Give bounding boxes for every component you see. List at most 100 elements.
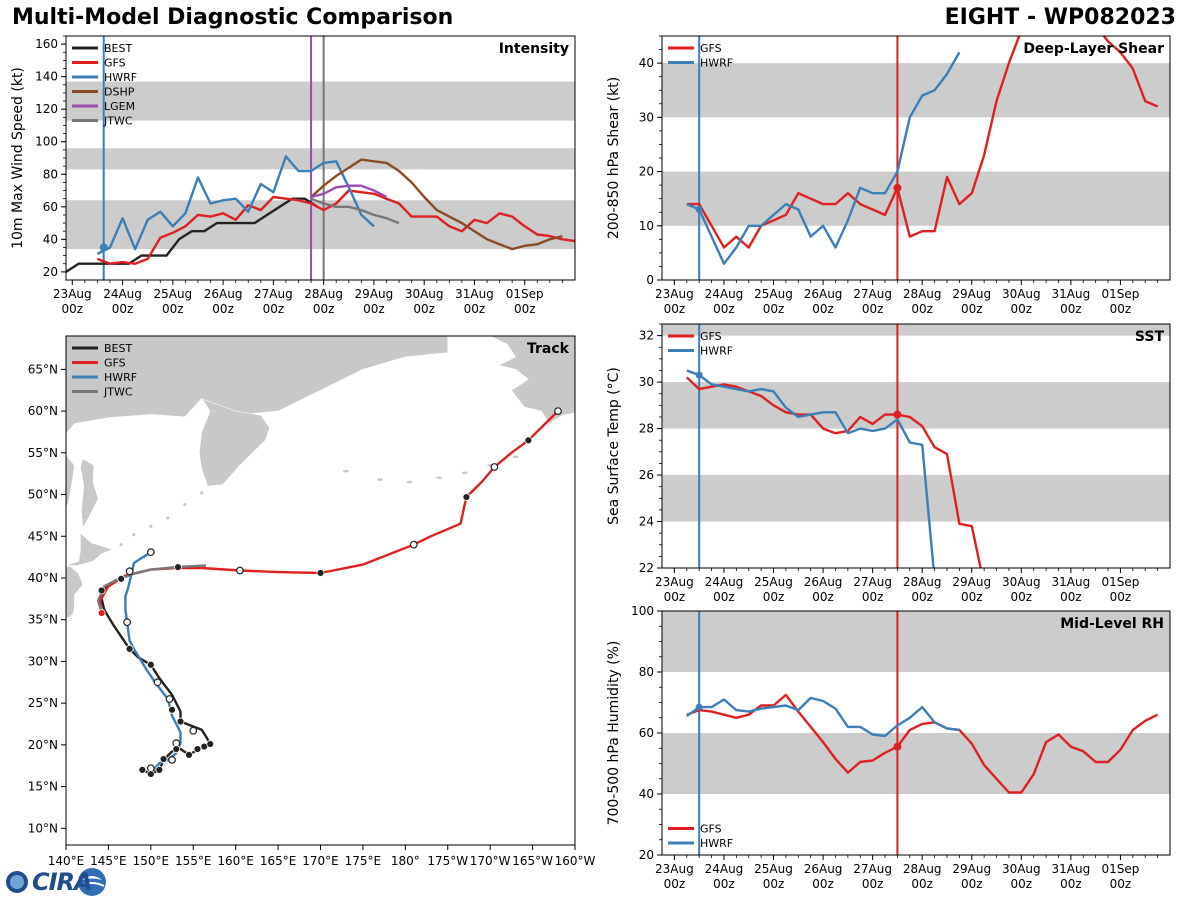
land-hokkaido [66,532,114,566]
x-tick-label: 00z [1060,877,1082,891]
open-marker-hwrf [189,726,198,735]
x-tick-label: 00z [713,590,735,604]
kuril-island [132,532,136,537]
aleutian-island [461,471,468,475]
y-axis-label: 700-500 hPa Humidity (%) [606,641,622,826]
panel-title: Mid-Level RH [1060,616,1164,632]
x-tick-label: 165°E [260,854,297,868]
x-tick-label: 28Aug [903,287,942,301]
x-tick-label: 31Aug [1052,862,1091,876]
filled-marker-best [185,750,193,759]
panel-title: Deep-Layer Shear [1023,41,1164,57]
y-tick-label: 32 [639,329,654,343]
shaded-band [662,475,1170,522]
x-tick-label: 24Aug [705,862,744,876]
series-gfs [96,189,575,265]
y-axis-label: 200-850 hPa Shear (kt) [606,77,622,239]
x-tick-label: 170°W [470,854,511,868]
y-tick-label: 30°N [28,654,58,668]
x-tick-label: 00z [363,302,385,316]
filled-marker-best [176,717,185,726]
shaded-band [662,324,1170,336]
filled-marker-best [206,740,215,748]
series-jtwc [310,197,400,225]
legend-label: BEST [104,342,132,355]
hwrf-init-marker [695,371,703,379]
x-tick-label: 00z [61,302,83,316]
x-tick-label: 00z [664,590,686,604]
hwrf-init-marker [695,206,703,214]
x-tick-label: 165°W [512,854,553,868]
sst-frame [661,323,1171,569]
y-tick-label: 10°N [28,821,58,835]
x-tick-label: 01Sep [1101,575,1139,589]
y-tick-label: 55°N [28,446,58,460]
aleutian-island [406,480,413,484]
x-tick-label: 00z [1011,877,1033,891]
open-marker-gfs [236,566,244,575]
shaded-band [662,171,1170,226]
kuril-island [149,524,153,528]
x-tick-label: 30Aug [1002,862,1041,876]
y-tick-label: 65°N [28,362,58,376]
x-tick-label: 24Aug [103,287,142,301]
x-tick-label: 30Aug [1002,575,1041,589]
y-tick-label: 20 [639,848,654,862]
x-tick-label: 23Aug [53,287,92,301]
open-marker-gfs [490,463,499,471]
x-tick-label: 00z [1110,302,1132,316]
y-tick-label: 100 [35,135,58,149]
kuril-island [166,516,170,520]
series-hwrf [686,369,935,568]
x-tick-label: 27Aug [853,862,892,876]
filled-marker-best [168,705,176,714]
y-tick-label: 35°N [28,613,58,627]
x-tick-label: 31Aug [455,287,494,301]
legend-label: HWRF [700,345,733,358]
y-axis-label: Sea Surface Temp (°C) [606,367,622,525]
x-tick-label: 00z [263,302,285,316]
y-tick-label: 26 [639,468,654,482]
filled-marker-best [172,745,181,753]
x-tick-label: 00z [1011,590,1033,604]
x-tick-label: 00z [713,877,735,891]
legend-label: GFS [104,57,126,70]
x-tick-label: 150°E [133,854,170,868]
x-tick-label: 155°E [175,854,212,868]
series-gfs [686,36,1159,249]
filled-marker-best [125,645,134,653]
open-marker-hwrf [125,567,134,576]
series-dshp [310,158,563,251]
y-tick-label: 0 [646,273,654,287]
y-tick-label: 15°N [28,780,58,794]
y-tick-label: 20 [43,265,58,279]
aleutian-island [512,455,519,459]
current-marker [893,742,902,751]
x-tick-label: 00z [812,302,834,316]
x-tick-label: 00z [413,302,435,316]
page-title: Multi-Model Diagnostic Comparison [12,5,454,30]
x-tick-label: 00z [1110,590,1132,604]
y-tick-label: 60 [43,200,58,214]
logo-text: CIRA [32,868,93,896]
cira-logo: CIRA [4,866,108,898]
x-tick-label: 00z [763,302,785,316]
intensity-chart: 2040608010012014016023Aug00z24Aug00z25Au… [10,35,576,316]
x-tick-label: 28Aug [903,575,942,589]
shaded-band [66,81,575,121]
x-tick-label: 00z [313,302,335,316]
y-tick-label: 20°N [28,738,58,752]
x-tick-label: 24Aug [705,575,744,589]
hwrf-init-marker [695,703,703,711]
sst-chart: 22242628303223Aug00z24Aug00z25Aug00z26Au… [606,323,1171,604]
legend-label: DSHP [104,86,135,99]
open-marker-hwrf [123,618,131,627]
legend-label: GFS [700,823,722,836]
shaded-band [662,63,1170,118]
x-tick-label: 27Aug [853,287,892,301]
x-tick-label: 31Aug [1052,575,1091,589]
x-tick-label: 26Aug [804,862,843,876]
x-tick-label: 25Aug [754,862,793,876]
filled-marker-best [97,586,106,595]
